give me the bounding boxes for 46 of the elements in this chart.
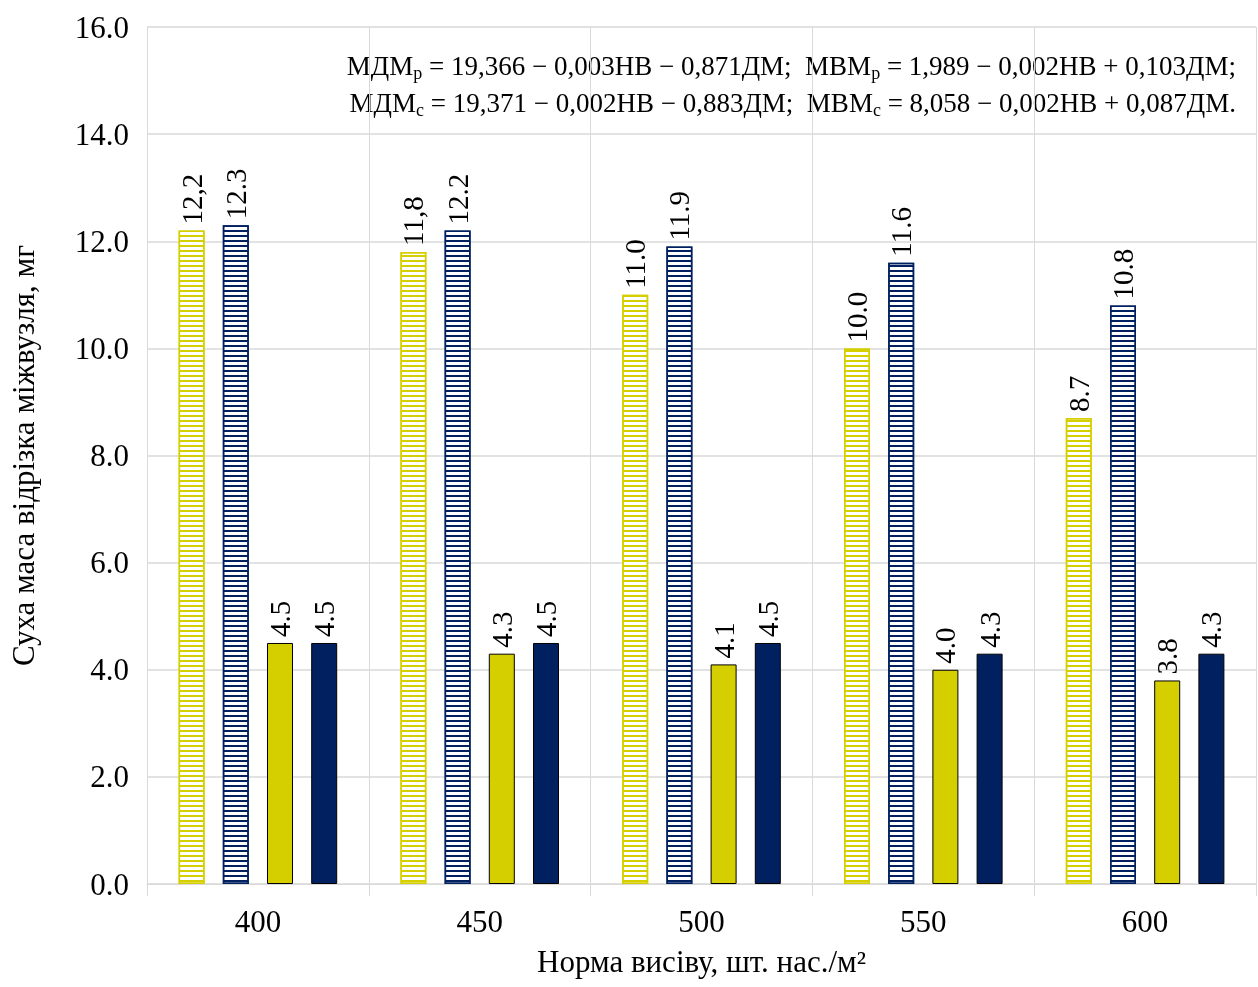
y-tick-label: 8.0 bbox=[90, 438, 129, 473]
data-label: 4.3 bbox=[1195, 611, 1228, 648]
data-label: 4.5 bbox=[308, 600, 341, 637]
data-label: 12.2 bbox=[441, 173, 474, 225]
data-label: 8.7 bbox=[1062, 375, 1095, 413]
data-label: 11.0 bbox=[619, 239, 652, 289]
y-tick-label: 2.0 bbox=[90, 759, 129, 795]
data-label: 10.8 bbox=[1107, 248, 1139, 300]
bar bbox=[488, 653, 515, 884]
data-label: 11.6 bbox=[885, 206, 918, 257]
data-label: 11.9 bbox=[663, 190, 696, 241]
data-label: 4.1 bbox=[707, 622, 740, 659]
data-label: 12,2 bbox=[175, 173, 208, 225]
data-label: 11,8 bbox=[397, 196, 430, 246]
bar bbox=[932, 669, 959, 884]
data-label: 4.5 bbox=[530, 600, 562, 637]
data-label: 10.0 bbox=[841, 291, 873, 343]
y-tick-label: 4.0 bbox=[90, 652, 129, 688]
x-tick-label: 450 bbox=[456, 904, 503, 939]
bar bbox=[533, 642, 559, 884]
data-label: 3.8 bbox=[1151, 638, 1184, 675]
bar bbox=[267, 642, 293, 884]
y-tick-label: 10.0 bbox=[74, 330, 129, 366]
data-label: 12.3 bbox=[219, 168, 252, 220]
y-tick-label: 14.0 bbox=[74, 116, 129, 152]
bar bbox=[311, 642, 338, 884]
y-tick-label: 0.0 bbox=[90, 866, 129, 902]
x-tick-label: 550 bbox=[900, 904, 947, 939]
x-tick-label: 400 bbox=[234, 904, 282, 939]
bar bbox=[710, 664, 737, 884]
bar bbox=[1154, 680, 1181, 884]
y-axis-title: Суха маса відрізка міжвузля, мг bbox=[6, 245, 41, 666]
bar bbox=[754, 642, 781, 884]
x-tick-label: 500 bbox=[678, 904, 725, 939]
bar bbox=[976, 653, 1003, 884]
data-label: 4.5 bbox=[751, 600, 784, 637]
data-label: 4.3 bbox=[485, 611, 518, 648]
data-label: 4.3 bbox=[973, 611, 1006, 648]
y-tick-label: 6.0 bbox=[90, 545, 129, 581]
y-tick-label: 12.0 bbox=[74, 223, 129, 259]
data-label: 4.0 bbox=[929, 627, 962, 664]
x-tick-label: 600 bbox=[1121, 904, 1169, 939]
data-label: 4.5 bbox=[264, 600, 296, 637]
x-axis-title: Норма висіву, шт. нас./м² bbox=[537, 944, 866, 979]
y-tick-label: 16.0 bbox=[74, 9, 129, 45]
bar bbox=[1198, 653, 1225, 884]
